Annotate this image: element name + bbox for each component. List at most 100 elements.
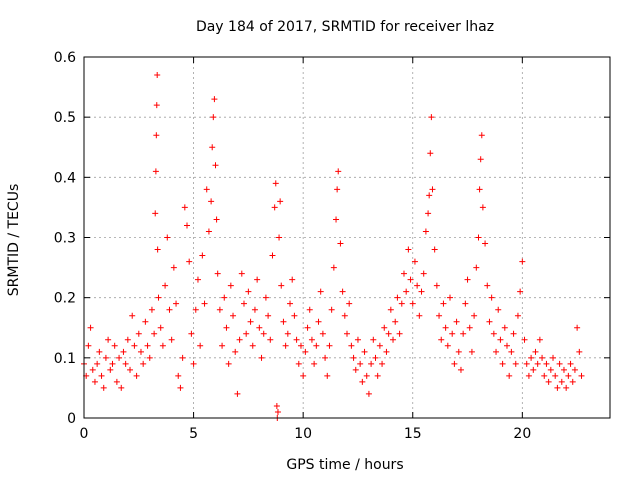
data-point	[576, 348, 583, 355]
data-point	[460, 330, 467, 337]
gridlines	[84, 57, 610, 418]
data-point	[199, 252, 206, 259]
data-point	[376, 342, 383, 349]
data-point	[563, 384, 570, 391]
data-point	[357, 360, 364, 367]
data-point	[267, 336, 274, 343]
data-point	[151, 330, 158, 337]
data-point	[334, 186, 341, 193]
data-point	[243, 330, 250, 337]
data-point	[455, 348, 462, 355]
data-point	[396, 330, 403, 337]
data-point	[284, 330, 291, 337]
data-point	[339, 288, 346, 295]
y-tick-label: 0.1	[54, 351, 76, 367]
data-point	[308, 336, 315, 343]
data-point	[127, 366, 134, 373]
data-point	[120, 348, 127, 355]
data-point	[420, 270, 427, 277]
data-point	[519, 258, 526, 265]
data-point	[476, 186, 483, 193]
data-point	[361, 348, 368, 355]
chart-title: Day 184 of 2017, SRMTID for receiver lha…	[195, 19, 495, 35]
data-point	[578, 372, 585, 379]
data-point	[291, 312, 298, 319]
x-axis-label: GPS time / hours	[286, 457, 404, 473]
data-point	[225, 360, 232, 367]
data-point	[464, 276, 471, 283]
data-point	[271, 204, 278, 211]
data-point	[374, 372, 381, 379]
data-point	[232, 348, 239, 355]
data-point	[379, 360, 386, 367]
data-point	[333, 216, 340, 223]
data-point	[442, 324, 449, 331]
data-point	[131, 342, 138, 349]
data-point	[444, 342, 451, 349]
data-point	[159, 342, 166, 349]
data-point	[482, 240, 489, 247]
data-point	[177, 384, 184, 391]
data-point	[302, 348, 309, 355]
data-point	[238, 270, 245, 277]
data-points	[81, 72, 585, 421]
data-point	[547, 366, 554, 373]
data-point	[258, 354, 265, 361]
data-point	[157, 324, 164, 331]
data-point	[236, 336, 243, 343]
data-point	[565, 372, 572, 379]
data-point	[300, 372, 307, 379]
data-point	[478, 132, 485, 139]
data-point	[213, 216, 220, 223]
data-point	[322, 354, 329, 361]
data-point	[91, 378, 98, 385]
data-point	[477, 156, 484, 163]
data-point	[282, 342, 289, 349]
data-point	[534, 360, 541, 367]
data-point	[326, 342, 333, 349]
data-point	[341, 312, 348, 319]
data-point	[359, 378, 366, 385]
data-point	[422, 228, 429, 235]
data-point	[372, 354, 379, 361]
data-point	[262, 294, 269, 301]
data-point	[536, 336, 543, 343]
data-point	[190, 360, 197, 367]
data-point	[433, 282, 440, 289]
data-point	[203, 186, 210, 193]
data-point	[503, 342, 510, 349]
data-point	[234, 390, 241, 397]
data-point	[473, 264, 480, 271]
data-point	[567, 360, 574, 367]
data-point	[210, 114, 217, 121]
data-point	[368, 360, 375, 367]
axis-ticks: 0 0.1 0.2 0.3 0.4 0.5 0.6 0 5 10 15 20	[54, 50, 610, 442]
data-point	[272, 180, 279, 187]
data-point	[287, 300, 294, 307]
x-tick-label: 15	[404, 426, 422, 442]
data-point	[162, 282, 169, 289]
data-point	[89, 366, 96, 373]
data-point	[175, 372, 182, 379]
data-point	[273, 402, 280, 409]
x-tick-label: 20	[513, 426, 531, 442]
data-point	[133, 372, 140, 379]
data-point	[192, 306, 199, 313]
data-point	[129, 312, 136, 319]
data-point	[411, 258, 418, 265]
data-point	[212, 162, 219, 169]
data-point	[438, 336, 445, 343]
data-point	[186, 258, 193, 265]
data-point	[383, 348, 390, 355]
data-point	[173, 300, 180, 307]
data-point	[541, 372, 548, 379]
data-point	[85, 342, 92, 349]
data-point	[124, 336, 131, 343]
data-point	[249, 342, 256, 349]
data-point	[116, 354, 123, 361]
data-point	[269, 252, 276, 259]
data-point	[506, 372, 513, 379]
data-point	[414, 282, 421, 289]
data-point	[426, 192, 433, 199]
